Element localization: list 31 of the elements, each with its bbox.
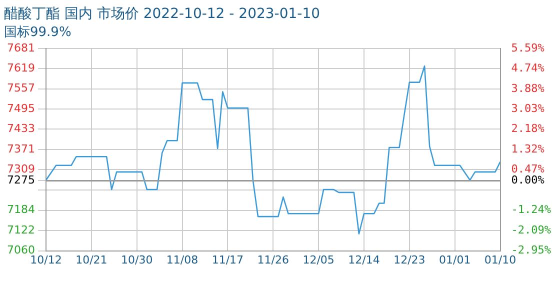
y2-tick-label: 1.32% — [511, 142, 545, 156]
x-tick-label: 12/14 — [348, 253, 380, 266]
x-tick-label: 12/05 — [302, 253, 334, 266]
x-tick-label: 11/17 — [212, 253, 244, 266]
y2-tick-label: 0.47% — [511, 162, 545, 176]
y-tick-label: 7184 — [6, 203, 35, 216]
y2-tick-label: 0.00% — [511, 174, 545, 187]
chart-title: 醋酸丁酯 国内 市场价 2022-10-12 - 2023-01-10 — [4, 6, 320, 22]
y-tick-label: 7681 — [6, 41, 35, 54]
y2-tick-label: -1.24% — [511, 203, 552, 216]
y-tick-label: 7495 — [6, 102, 35, 115]
x-tick-label: 12/23 — [394, 253, 426, 266]
y-tick-label: 7371 — [6, 142, 35, 156]
y-tick-label: 7433 — [6, 122, 35, 136]
y2-tick-label: 2.18% — [511, 122, 545, 136]
y2-tick-label: 5.59% — [511, 41, 545, 54]
x-tick-label: 11/08 — [166, 253, 198, 266]
y2-tick-label: 4.74% — [511, 61, 545, 74]
y-tick-label: 7309 — [6, 162, 35, 176]
y-tick-label: 7557 — [6, 82, 35, 95]
y2-tick-label: 3.88% — [511, 82, 545, 95]
y2-tick-label: -2.09% — [511, 223, 552, 236]
y-tick-label: 7122 — [6, 223, 35, 236]
x-tick-label: 10/21 — [76, 253, 108, 266]
x-tick-label: 01/01 — [438, 253, 471, 266]
y-tick-label: 7275 — [6, 174, 35, 187]
x-tick-label: 11/26 — [257, 253, 289, 266]
y2-tick-label: 3.03% — [511, 102, 545, 115]
chart-subtitle: 国标99.9% — [4, 24, 72, 40]
y-tick-label: 7619 — [6, 61, 35, 74]
x-tick-label: 10/30 — [120, 253, 153, 266]
